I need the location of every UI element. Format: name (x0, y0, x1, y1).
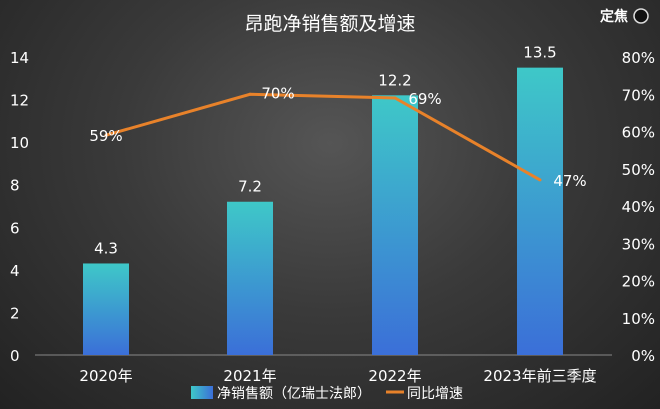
x-tick: 2021年 (223, 367, 276, 385)
y-left-tick: 6 (10, 219, 20, 237)
growth-line (105, 92, 541, 182)
bar-label: 12.2 (378, 71, 411, 89)
y-right-tick: 0% (631, 347, 655, 365)
line-point (104, 133, 108, 137)
bar-label: 13.5 (523, 44, 556, 62)
line-label: 69% (408, 90, 441, 108)
y-right-tick: 10% (622, 310, 655, 328)
watermark-icon (633, 8, 649, 24)
line-label: 59% (89, 127, 122, 145)
bar (517, 67, 563, 356)
legend-bar-swatch (191, 386, 213, 399)
y-right-tick: 60% (622, 124, 655, 142)
watermark-logo: 定焦 (600, 8, 628, 25)
x-tick: 2022年 (368, 367, 421, 385)
y-right-tick: 80% (622, 49, 655, 67)
bar-label: 7.2 (238, 178, 262, 196)
y-left-tick: 2 (10, 304, 20, 322)
bar (372, 95, 418, 356)
y-left-tick: 12 (10, 92, 29, 110)
line-point (393, 96, 397, 100)
chart-title: 昂跑净销售额及增速 (244, 13, 415, 35)
legend-bar-label: 净销售额（亿瑞士法郎） (217, 386, 371, 402)
y-left-tick: 8 (10, 177, 20, 195)
y-right-tick: 70% (622, 86, 655, 104)
line-point (248, 92, 252, 96)
y-right-tick: 40% (622, 198, 655, 216)
y-left-tick: 4 (10, 262, 20, 280)
y-right-tick: 20% (622, 273, 655, 291)
bar (83, 263, 129, 355)
line-label: 47% (553, 172, 586, 190)
line-label: 70% (261, 84, 294, 102)
y-left-tick: 10 (10, 134, 29, 152)
x-tick: 2020年 (79, 367, 132, 385)
line-point (538, 178, 542, 182)
x-tick: 2023年前三季度 (483, 367, 596, 385)
bar-label: 4.3 (94, 239, 118, 257)
y-left-tick: 14 (10, 49, 29, 67)
bar (227, 201, 273, 355)
y-right-tick: 50% (622, 161, 655, 179)
y-left-tick: 0 (10, 347, 20, 365)
legend-line-label: 同比增速 (407, 386, 463, 402)
y-right-tick: 30% (622, 235, 655, 253)
